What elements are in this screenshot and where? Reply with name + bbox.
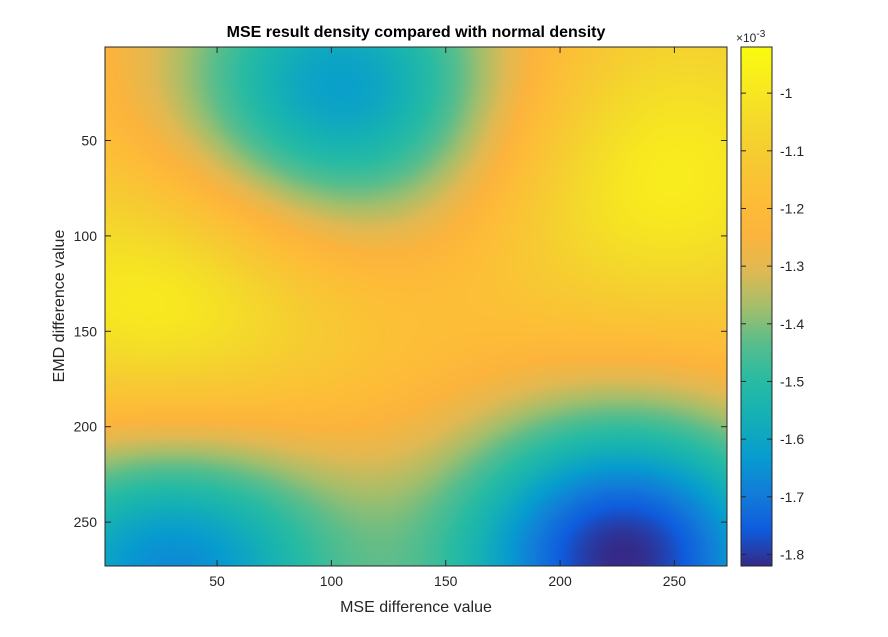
x-tick-label: 200 xyxy=(548,573,572,589)
colorbar-frame xyxy=(740,46,773,567)
y-tick-label: 150 xyxy=(74,323,98,339)
colorbar-gradient xyxy=(741,47,772,566)
x-axis: 50 100 150 200 250 xyxy=(209,47,686,589)
x-tick-label: 100 xyxy=(320,573,344,589)
y-axis-label: EMD difference value xyxy=(51,230,68,383)
x-tick-label: 150 xyxy=(434,573,458,589)
colorbar: -1 -1.1 -1.2 -1.3 -1.4 -1.5 -1.6 -1.7 -1.8 ×10-3 xyxy=(736,29,804,567)
plot-frame xyxy=(104,46,728,567)
plot-area: 50 100 150 200 250 50 100 150 200 250 xyxy=(74,46,728,589)
chart-title: MSE result density compared with normal … xyxy=(227,24,606,41)
colorbar-tick-label: -1.4 xyxy=(780,316,804,332)
colorbar-tick-label: -1.2 xyxy=(780,200,804,216)
x-tick-label: 50 xyxy=(209,573,225,589)
colorbar-tick-label: -1 xyxy=(780,85,793,101)
heatmap xyxy=(105,47,727,566)
colorbar-tick-label: -1.3 xyxy=(780,258,804,274)
colorbar-exponent: ×10-3 xyxy=(736,29,766,45)
colorbar-tick-label: -1.6 xyxy=(780,431,804,447)
colorbar-tick-label: -1.8 xyxy=(780,546,804,562)
colorbar-tick-label: -1.5 xyxy=(780,373,804,389)
y-tick-label: 100 xyxy=(74,228,98,244)
colorbar-tick-label: -1.7 xyxy=(780,489,804,505)
y-axis: 50 100 150 200 250 xyxy=(74,132,727,530)
x-tick-label: 250 xyxy=(663,573,687,589)
x-axis-label: MSE difference value xyxy=(340,599,492,616)
y-tick-label: 200 xyxy=(74,419,98,435)
y-tick-label: 50 xyxy=(81,132,97,148)
y-tick-label: 250 xyxy=(74,514,98,530)
colorbar-ticks: -1 -1.1 -1.2 -1.3 -1.4 -1.5 -1.6 -1.7 -1.8 xyxy=(741,85,804,562)
colorbar-tick-label: -1.1 xyxy=(780,143,804,159)
